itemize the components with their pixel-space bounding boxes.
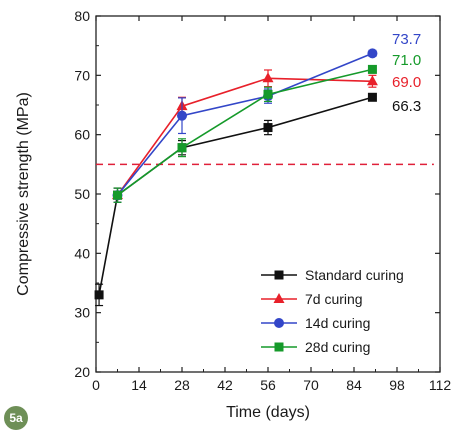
legend-item-label: 28d curing <box>305 339 370 355</box>
legend-marker <box>274 318 284 328</box>
x-tick-label: 112 <box>429 377 452 393</box>
data-point <box>367 48 378 59</box>
legend-marker <box>273 293 285 303</box>
x-tick-label: 0 <box>92 377 100 393</box>
x-tick-label: 98 <box>389 377 405 393</box>
legend-marker <box>274 270 284 280</box>
series-line <box>116 77 373 196</box>
data-point <box>262 72 274 83</box>
data-point <box>177 110 187 121</box>
data-point <box>113 190 122 200</box>
legend-item-label: Standard curing <box>305 267 404 283</box>
data-point <box>367 64 377 74</box>
series-line <box>117 68 373 196</box>
end-value-label: 66.3 <box>392 98 421 115</box>
end-value-label: 69.0 <box>392 74 421 91</box>
panel-label: 5a <box>4 406 28 430</box>
data-point <box>263 89 273 99</box>
y-tick-label: 80 <box>74 8 90 24</box>
series-1 <box>112 69 378 203</box>
y-tick-label: 20 <box>74 364 90 380</box>
series-line <box>116 52 373 196</box>
end-value-label: 73.7 <box>392 31 421 48</box>
x-tick-label: 70 <box>303 377 319 393</box>
x-tick-label: 84 <box>346 377 362 393</box>
series-2 <box>112 48 378 203</box>
data-point <box>367 92 377 102</box>
legend-item-label: 14d curing <box>305 315 370 331</box>
x-tick-label: 42 <box>217 377 233 393</box>
y-tick-label: 40 <box>74 245 90 261</box>
y-tick-label: 60 <box>74 127 90 143</box>
series-3 <box>113 64 377 203</box>
x-tick-label: 28 <box>174 377 190 393</box>
y-axis-label: Compressive strength (MPa) <box>15 92 32 296</box>
x-tick-label: 14 <box>131 377 147 393</box>
data-point <box>177 143 187 153</box>
data-point <box>366 75 378 86</box>
x-axis-label: Time (days) <box>226 404 310 421</box>
y-tick-label: 50 <box>74 186 90 202</box>
x-tick-label: 56 <box>260 377 276 393</box>
end-value-label: 71.0 <box>392 52 421 69</box>
legend-marker <box>274 342 284 352</box>
y-tick-label: 70 <box>74 67 90 83</box>
y-tick-label: 30 <box>74 305 90 321</box>
data-point <box>94 290 104 300</box>
series-line <box>98 96 373 296</box>
data-point <box>263 123 273 133</box>
legend-item-label: 7d curing <box>305 291 363 307</box>
